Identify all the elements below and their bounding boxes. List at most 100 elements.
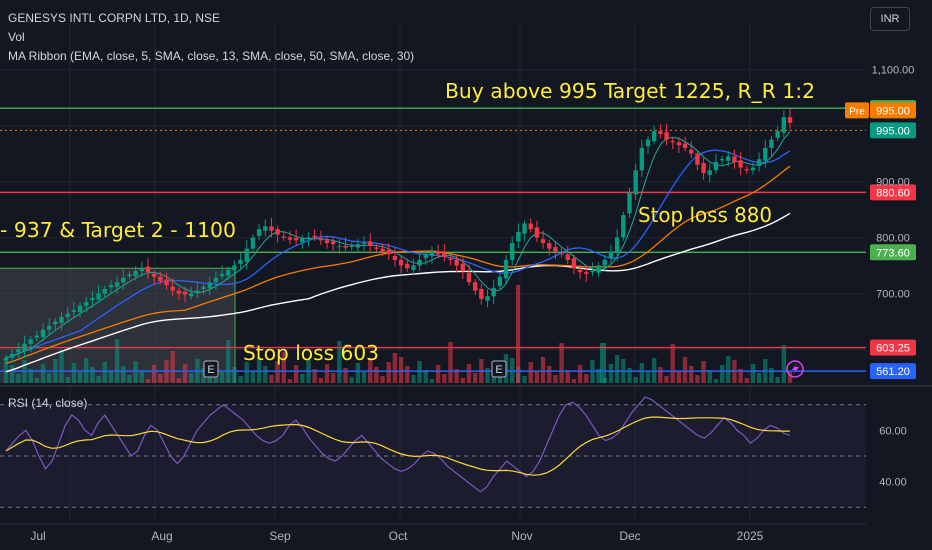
candle[interactable] — [664, 123, 669, 146]
candle[interactable] — [213, 271, 219, 291]
candle[interactable] — [374, 244, 379, 253]
candle[interactable] — [84, 296, 89, 313]
candle[interactable] — [534, 220, 540, 242]
candle[interactable] — [22, 335, 27, 358]
rsi-indicator-label[interactable]: RSI (14, close) — [8, 396, 88, 410]
candle[interactable] — [584, 265, 589, 282]
candle[interactable] — [232, 260, 237, 276]
candle[interactable] — [503, 254, 509, 283]
candle[interactable] — [423, 250, 428, 265]
candle[interactable] — [732, 149, 737, 169]
candle[interactable] — [108, 280, 114, 293]
candle[interactable] — [621, 211, 626, 241]
candle[interactable] — [645, 136, 651, 155]
earnings-marker[interactable]: E — [491, 360, 507, 378]
candle[interactable] — [96, 285, 101, 303]
candle[interactable] — [392, 247, 398, 267]
candle[interactable] — [756, 152, 762, 172]
candle[interactable] — [411, 258, 416, 275]
candle[interactable] — [34, 330, 40, 342]
candle[interactable] — [417, 251, 422, 272]
candle[interactable] — [90, 291, 95, 309]
candle[interactable] — [263, 219, 268, 237]
candle[interactable] — [472, 278, 478, 296]
candle[interactable] — [460, 257, 466, 279]
candle[interactable] — [651, 126, 657, 145]
candle[interactable] — [151, 270, 157, 285]
candle[interactable] — [139, 261, 145, 277]
candle[interactable] — [676, 137, 682, 153]
candle[interactable] — [670, 137, 675, 150]
candle[interactable] — [454, 254, 459, 273]
candle[interactable] — [16, 342, 21, 358]
candle[interactable] — [398, 256, 404, 274]
candle[interactable] — [170, 278, 175, 297]
candle[interactable] — [293, 229, 299, 246]
candle[interactable] — [596, 262, 601, 278]
candle[interactable] — [127, 271, 132, 280]
candle[interactable] — [590, 262, 595, 276]
candle[interactable] — [689, 141, 694, 159]
candle[interactable] — [77, 302, 83, 318]
candle[interactable] — [324, 236, 330, 249]
candle[interactable] — [547, 239, 552, 256]
candle[interactable] — [158, 271, 163, 285]
alert-icon[interactable] — [786, 360, 804, 378]
candle[interactable] — [781, 110, 787, 138]
candle[interactable] — [269, 217, 274, 238]
candle[interactable] — [510, 236, 515, 266]
candle[interactable] — [28, 335, 33, 352]
candle[interactable] — [337, 239, 342, 254]
candle[interactable] — [528, 218, 533, 233]
candle[interactable] — [71, 301, 77, 317]
candle[interactable] — [571, 254, 577, 274]
candle[interactable] — [707, 163, 712, 183]
candle[interactable] — [466, 264, 472, 286]
candle[interactable] — [114, 275, 120, 294]
candle[interactable] — [559, 246, 564, 258]
candle[interactable] — [9, 348, 15, 363]
candle[interactable] — [361, 236, 367, 251]
candle[interactable] — [639, 139, 645, 178]
candle[interactable] — [485, 289, 490, 308]
candle[interactable] — [695, 150, 700, 171]
candle[interactable] — [349, 242, 354, 251]
candle[interactable] — [769, 136, 774, 156]
candle[interactable] — [750, 162, 756, 175]
candle[interactable] — [738, 151, 743, 176]
currency-button[interactable]: INR — [870, 7, 910, 31]
candle[interactable] — [614, 229, 620, 261]
candle[interactable] — [540, 230, 546, 249]
candle[interactable] — [201, 283, 206, 295]
candle[interactable] — [330, 236, 336, 251]
candle[interactable] — [318, 230, 324, 245]
ma-ribbon-label[interactable]: MA Ribbon (EMA, close, 5, SMA, close, 13… — [8, 49, 415, 63]
candle[interactable] — [627, 187, 632, 218]
candle[interactable] — [219, 265, 225, 280]
candle[interactable] — [287, 230, 293, 245]
candle[interactable] — [553, 241, 558, 260]
candle[interactable] — [145, 258, 151, 279]
candle[interactable] — [102, 285, 107, 298]
candle[interactable] — [368, 233, 373, 254]
candle[interactable] — [59, 311, 64, 331]
candle[interactable] — [306, 232, 311, 247]
candle[interactable] — [726, 151, 731, 167]
candle[interactable] — [256, 224, 262, 241]
candle[interactable] — [164, 272, 169, 290]
candle[interactable] — [744, 165, 749, 174]
candle[interactable] — [47, 317, 52, 336]
candle[interactable] — [207, 277, 212, 296]
candle[interactable] — [787, 108, 793, 129]
candle[interactable] — [682, 136, 688, 152]
candle[interactable] — [343, 237, 348, 251]
candle[interactable] — [448, 255, 453, 266]
candle[interactable] — [244, 240, 249, 270]
candle[interactable] — [3, 354, 9, 364]
candle[interactable] — [238, 253, 243, 271]
candle[interactable] — [40, 323, 46, 342]
candle[interactable] — [602, 254, 608, 272]
earnings-marker[interactable]: E — [203, 360, 219, 378]
candle[interactable] — [380, 243, 385, 256]
candle[interactable] — [497, 273, 503, 290]
